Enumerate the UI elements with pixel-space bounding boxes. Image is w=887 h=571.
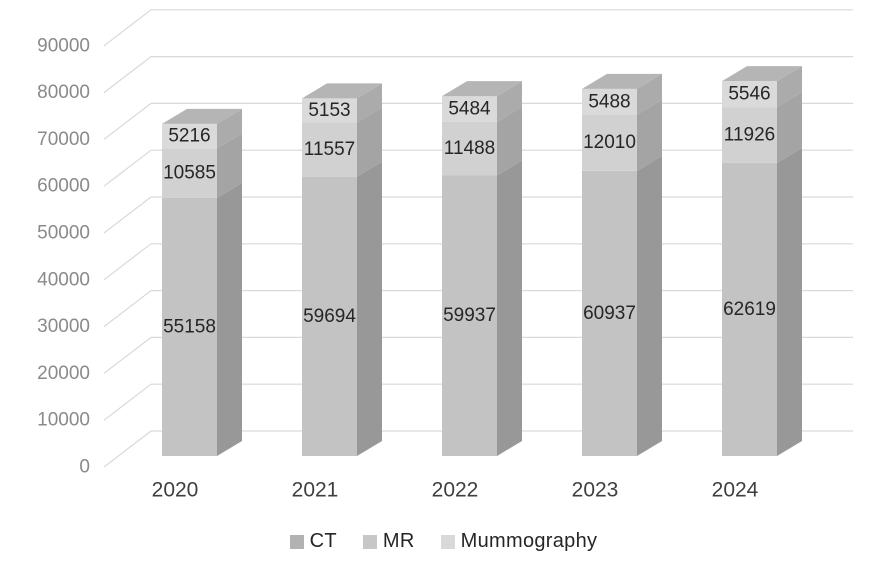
- bar-data-label: 10585: [163, 163, 216, 184]
- bar-segment-side-mummography: [217, 108, 242, 149]
- y-axis-tick-label: 0: [79, 457, 90, 478]
- y-axis-tick-label: 40000: [37, 269, 90, 290]
- bar-segment-side-ct: [777, 147, 802, 456]
- x-axis-category-label: 2020: [152, 479, 199, 502]
- bar-data-label: 60937: [583, 303, 636, 324]
- legend-item-mummography: Mummography: [440, 530, 598, 553]
- bar-segment-mr: [442, 121, 497, 176]
- bar-top-face: [722, 66, 802, 82]
- bar-segment-mr: [722, 107, 777, 163]
- bar-data-label: 11926: [724, 125, 775, 146]
- x-axis-category-label: 2021: [292, 479, 339, 502]
- legend-label-mummography: Mummography: [460, 530, 598, 552]
- bar-data-label: 11488: [444, 138, 495, 159]
- bar-top-face: [302, 83, 382, 99]
- gridline-depth-segment: [103, 149, 152, 187]
- bar-segment-side-ct: [217, 182, 242, 456]
- bar-segment-ct: [162, 197, 217, 456]
- gridline-depth-segment: [103, 290, 152, 328]
- legend-item-mr: MR: [362, 530, 415, 553]
- bar-data-label: 5484: [448, 98, 491, 119]
- bar-top-face: [162, 108, 242, 124]
- bar-segment-side-ct: [357, 161, 382, 456]
- bar-data-label: 59937: [443, 305, 496, 326]
- bar-segment-ct: [722, 162, 777, 456]
- y-axis-tick-label: 60000: [37, 176, 90, 197]
- legend-swatch-mummography: [440, 534, 455, 549]
- bar-segment-ct: [582, 170, 637, 457]
- bar-segment-side-mummography: [777, 66, 802, 108]
- bar-segment-side-ct: [497, 160, 522, 456]
- gridline-depth-segment: [103, 336, 152, 374]
- bar-segment-side-mummography: [497, 81, 522, 122]
- y-axis-tick-label: 70000: [37, 129, 90, 150]
- legend-label-ct: CT: [309, 530, 337, 552]
- bar-segment-mummography: [722, 81, 777, 108]
- y-axis-tick-label: 10000: [37, 410, 90, 431]
- bar-segment-side-mr: [777, 92, 802, 163]
- bar-segment-mummography: [162, 123, 217, 149]
- bar-segment-side-mummography: [637, 73, 662, 115]
- x-axis-category-label: 2022: [432, 479, 479, 502]
- gridline-depth-segment: [103, 243, 152, 281]
- bar-data-label: 12010: [583, 132, 636, 153]
- legend: CT MR Mummography: [0, 530, 887, 553]
- x-axis-category-label: 2024: [712, 479, 759, 502]
- bar-segment-mummography: [582, 88, 637, 115]
- bar-segment-ct: [442, 175, 497, 456]
- bar-data-label: 5488: [588, 91, 630, 112]
- bar-data-label: 5546: [728, 84, 770, 105]
- bar-segment-side-mummography: [357, 83, 382, 123]
- legend-item-ct: CT: [289, 530, 337, 553]
- bar-data-label: 11557: [304, 139, 355, 160]
- x-axis-category-label: 2023: [572, 479, 619, 502]
- y-axis-tick-label: 80000: [37, 82, 90, 103]
- bar-top-face: [442, 81, 522, 97]
- y-axis-tick-label: 90000: [37, 35, 90, 56]
- bar-data-label: 55158: [163, 316, 216, 337]
- y-axis-tick-label: 30000: [37, 316, 90, 337]
- bar-segment-mr: [302, 122, 357, 177]
- bar-data-label: 5153: [308, 100, 350, 121]
- bar-data-label: 62619: [723, 299, 776, 320]
- y-axis-tick-label: 20000: [37, 363, 90, 384]
- bar-segment-side-mr: [357, 107, 382, 177]
- bar-segment-mr: [162, 148, 217, 198]
- bar-segment-side-mr: [217, 133, 242, 198]
- bar-data-label: 5216: [168, 126, 210, 147]
- gridline-depth-segment: [103, 102, 152, 140]
- bar-segment-mr: [582, 114, 637, 171]
- bar-segment-side-ct: [637, 155, 662, 457]
- y-axis-tick-label: 50000: [37, 223, 90, 244]
- bar-segment-side-mr: [497, 106, 522, 176]
- legend-swatch-ct: [289, 534, 304, 549]
- legend-swatch-mr: [362, 534, 377, 549]
- gridline-depth-segment: [103, 9, 152, 47]
- bar-segment-ct: [302, 176, 357, 456]
- gridline-depth-segment: [103, 383, 152, 421]
- bar-segment-mummography: [442, 96, 497, 122]
- gridline-depth-segment: [103, 56, 152, 94]
- bar-top-face: [582, 73, 662, 89]
- bar-segment-mummography: [302, 98, 357, 123]
- bar-segment-side-mr: [637, 99, 662, 171]
- bar-data-label: 59694: [303, 306, 356, 327]
- gridline-depth-segment: [103, 430, 152, 468]
- legend-label-mr: MR: [382, 530, 415, 552]
- gridline-depth-segment: [103, 196, 152, 234]
